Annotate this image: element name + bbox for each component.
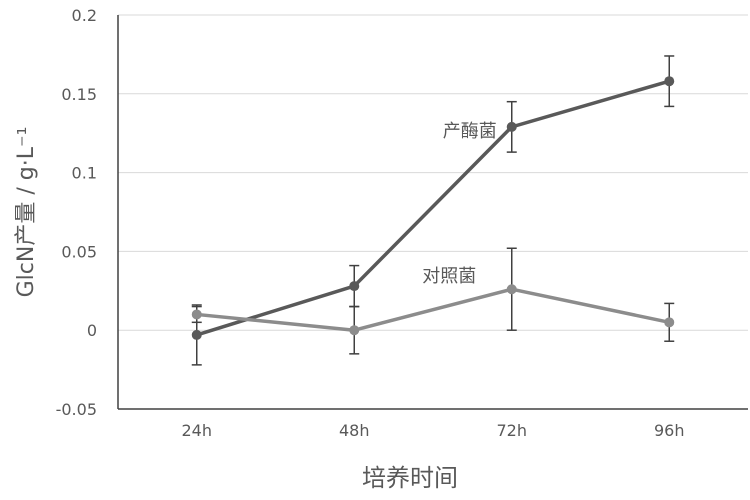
series-line xyxy=(196,79,670,337)
data-point xyxy=(664,317,675,328)
series-label: 对照菌 xyxy=(422,266,476,287)
y-tick-label: 0.1 xyxy=(72,164,97,183)
x-tick-label: 96h xyxy=(654,421,685,440)
data-point xyxy=(506,284,517,295)
x-tick-label: 24h xyxy=(182,421,213,440)
y-axis-title: GlcN产量 / g·L⁻¹ xyxy=(14,127,39,298)
x-axis-title: 培养时间 xyxy=(362,464,458,492)
series-2: 对照菌 xyxy=(191,247,675,355)
gridlines xyxy=(118,14,748,331)
y-tick-label: 0.15 xyxy=(61,85,97,104)
data-point xyxy=(191,329,202,340)
y-tick-label: -0.05 xyxy=(56,400,97,419)
x-tick-label: 48h xyxy=(339,421,370,440)
series-1: 产酶菌 xyxy=(191,55,675,366)
axes xyxy=(117,15,748,410)
y-tick-label: 0.2 xyxy=(72,6,97,25)
data-point xyxy=(349,281,360,292)
x-tick-label: 72h xyxy=(497,421,528,440)
y-tick-label: 0 xyxy=(87,321,97,340)
y-tick-labels: -0.05 0 0.05 0.1 0.15 0.2 xyxy=(56,6,97,419)
y-tick-label: 0.05 xyxy=(61,242,97,261)
x-tick-labels: 24h 48h 72h 96h xyxy=(182,421,685,440)
data-point xyxy=(664,76,675,87)
series-line xyxy=(196,287,670,332)
data-point xyxy=(349,325,360,336)
data-point xyxy=(191,309,202,320)
data-point xyxy=(506,121,517,132)
series-label: 产酶菌 xyxy=(443,121,497,142)
